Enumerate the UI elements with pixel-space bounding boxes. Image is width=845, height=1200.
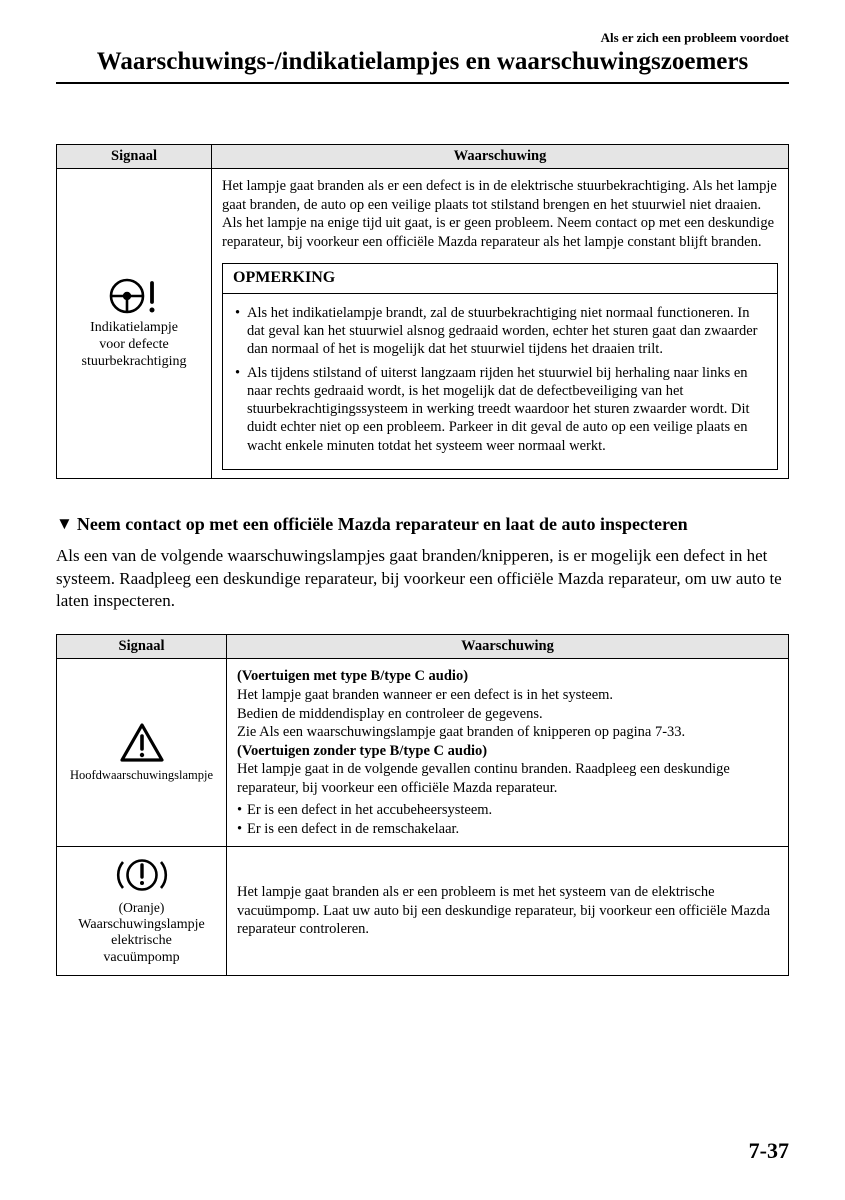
col-header-signal: Signaal xyxy=(57,635,227,659)
signal-cell: Hoofdwaarschuwingslampje xyxy=(57,659,227,847)
steering-wheel-icon xyxy=(61,276,207,316)
list-item: Er is een defect in de remschakelaar. xyxy=(237,820,778,839)
warning-text: Het lampje gaat branden als er een defec… xyxy=(222,177,778,251)
breadcrumb: Als er zich een probleem voordoet xyxy=(56,30,789,46)
signal-caption-line: vacuümpomp xyxy=(103,950,179,965)
signal-caption-line: voor defecte xyxy=(99,337,169,352)
note-item: Als het indikatielampje brandt, zal de s… xyxy=(235,304,765,358)
signal-cell: Indikatielampje voor defecte stuurbekrac… xyxy=(57,169,212,479)
text-line: Zie Als een waarschuwingslampje gaat bra… xyxy=(237,723,778,742)
signal-caption-line: Indikatielampje xyxy=(90,320,178,335)
section-heading: ▼ Neem contact op met een officiële Mazd… xyxy=(56,513,789,536)
color-label: (Oranje) xyxy=(61,899,222,916)
warning-cell: Het lampje gaat branden als er een defec… xyxy=(212,169,789,479)
warning-cell: (Voertuigen met type B/type C audio) Het… xyxy=(227,659,789,847)
col-header-signal: Signaal xyxy=(57,145,212,169)
page-title: Waarschuwings-/indikatielampjes en waars… xyxy=(56,48,789,84)
list-item: Er is een defect in het accubeheersystee… xyxy=(237,801,778,820)
warning-text: Het lampje gaat branden als er een probl… xyxy=(237,883,778,939)
brake-system-icon xyxy=(61,855,222,895)
bold-line: (Voertuigen met type B/type C audio) xyxy=(237,667,778,686)
page-number: 7-37 xyxy=(749,1138,789,1164)
col-header-warning: Waarschuwing xyxy=(212,145,789,169)
table-row: Hoofdwaarschuwingslampje (Voertuigen met… xyxy=(57,659,789,847)
table-row: Indikatielampje voor defecte stuurbekrac… xyxy=(57,169,789,479)
text-line: Het lampje gaat in de volgende gevallen … xyxy=(237,760,778,797)
note-header: OPMERKING xyxy=(223,264,777,293)
table-row: (Oranje) Waarschuwingslampje elektrische… xyxy=(57,847,789,976)
warning-table-2: Signaal Waarschuwing Hoofdwaarschuwingsl… xyxy=(56,634,789,976)
text-line: Bedien de middendisplay en controleer de… xyxy=(237,705,778,724)
section-heading-text: Neem contact op met een officiële Mazda … xyxy=(77,513,789,536)
bold-line: (Voertuigen zonder type B/type C audio) xyxy=(237,742,778,761)
signal-caption-line: stuurbekrachtiging xyxy=(82,354,187,369)
warning-triangle-icon xyxy=(61,722,222,764)
signal-caption: Hoofdwaarschuwingslampje xyxy=(61,768,222,783)
note-item: Als tijdens stilstand of uiterst langzaa… xyxy=(235,364,765,455)
warning-cell: Het lampje gaat branden als er een probl… xyxy=(227,847,789,976)
note-body: Als het indikatielampje brandt, zal de s… xyxy=(223,294,777,469)
signal-cell: (Oranje) Waarschuwingslampje elektrische… xyxy=(57,847,227,976)
signal-caption-line: elektrische xyxy=(111,933,172,948)
signal-caption-line: Waarschuwingslampje xyxy=(78,917,204,932)
section-paragraph: Als een van de volgende waarschuwingslam… xyxy=(56,545,789,612)
col-header-warning: Waarschuwing xyxy=(227,635,789,659)
text-line: Het lampje gaat branden wanneer er een d… xyxy=(237,686,778,705)
triangle-marker-icon: ▼ xyxy=(56,513,73,535)
note-box: OPMERKING Als het indikatielampje brandt… xyxy=(222,263,778,469)
warning-table-1: Signaal Waarschuwing xyxy=(56,144,789,479)
